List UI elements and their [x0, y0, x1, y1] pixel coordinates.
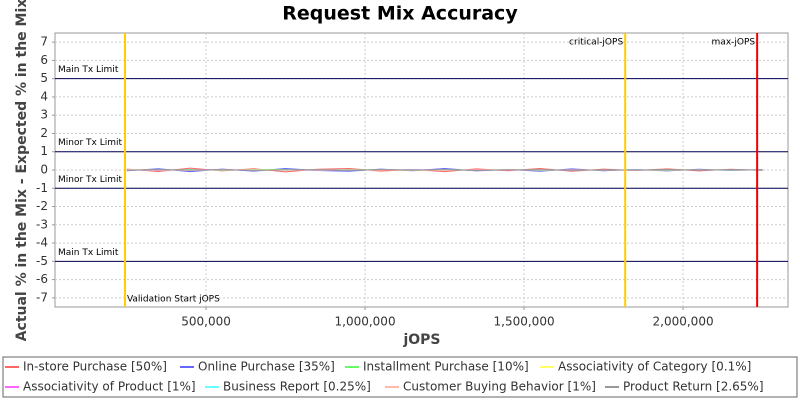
x-tick-label: 1,500,000	[494, 315, 555, 329]
y-tick-label: 5	[40, 71, 48, 85]
legend-label: Installment Purchase [10%]	[363, 360, 529, 374]
x-tick-label: 2,000,000	[653, 315, 714, 329]
series-line	[126, 168, 763, 172]
chart-title: Request Mix Accuracy	[282, 3, 518, 25]
y-axis-label: Actual % in the Mix - Expected % in the …	[14, 0, 30, 341]
y-tick-label: 6	[40, 53, 48, 67]
legend-label: Associativity of Category [0.1%]	[558, 360, 751, 374]
y-tick-label: 0	[40, 163, 48, 177]
legend-box	[2, 356, 798, 398]
marker-label: Validation Start jOPS	[127, 295, 220, 305]
limit-label: Main Tx Limit	[58, 65, 119, 75]
legend-label: Customer Buying Behavior [1%]	[403, 380, 596, 394]
y-tick-label: 1	[40, 144, 48, 158]
marker-label: max-jOPS	[712, 38, 756, 48]
x-tick-label: 1,000,000	[335, 315, 396, 329]
marker-label: critical-jOPS	[569, 38, 623, 48]
y-tick-label: 7	[40, 35, 48, 49]
x-axis-label: jOPS	[402, 332, 440, 348]
x-tick-label: 500,000	[181, 315, 231, 329]
y-tick-label: 3	[40, 108, 48, 122]
limit-label: Minor Tx Limit	[58, 138, 123, 148]
legend-label: Online Purchase [35%]	[198, 360, 335, 374]
legend-label: Associativity of Product [1%]	[23, 380, 196, 394]
limit-label: Main Tx Limit	[58, 248, 119, 258]
y-tick-label: -2	[36, 199, 48, 213]
y-tick-label: -5	[36, 254, 48, 268]
y-tick-label: 4	[40, 89, 48, 103]
legend-label: Product Return [2.65%]	[623, 380, 764, 394]
legend-label: In-store Purchase [50%]	[23, 360, 167, 374]
legend-label: Business Report [0.25%]	[223, 380, 371, 394]
y-tick-label: -4	[36, 236, 48, 250]
y-tick-label: -6	[36, 272, 48, 286]
y-tick-label: -1	[36, 181, 48, 195]
y-tick-label: 2	[40, 126, 48, 140]
limit-label: Minor Tx Limit	[58, 175, 123, 185]
y-tick-label: -3	[36, 217, 48, 231]
y-tick-label: -7	[36, 290, 48, 304]
